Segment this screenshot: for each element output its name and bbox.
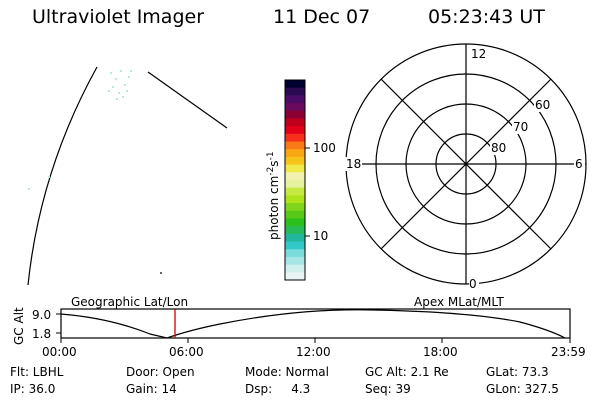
color-bar-segment (285, 226, 305, 235)
color-bar-segment (285, 103, 305, 112)
colorbar-tick-10: 10 (313, 229, 328, 243)
filter-readout: Flt: LBHL (10, 365, 64, 379)
label-bg-70 (512, 120, 530, 134)
color-bar-segment (285, 87, 305, 96)
color-bar-segment (285, 80, 305, 89)
label-bg-6 (574, 157, 585, 171)
color-bar-segment (285, 164, 305, 173)
speck-dot (160, 272, 162, 274)
colorbar-unit-label: photon cm-2s-1 (266, 151, 281, 240)
time-tick-0000: 00:00 (42, 345, 77, 359)
time-ticks (60, 338, 571, 343)
color-bar-segment (285, 118, 305, 127)
color-bar-segment (285, 149, 305, 158)
image-boundary-left (27, 66, 98, 286)
aurora-speckles (28, 70, 132, 190)
gc-alt-axis-label: GC Alt (12, 307, 26, 345)
polar-diagonal-2 (380, 78, 552, 250)
ip-readout: IP: 36.0 (10, 382, 56, 396)
colorbar-tick-100: 100 (313, 141, 336, 155)
color-bar-segment (285, 172, 305, 181)
unit-base: photon cm (267, 176, 281, 240)
color-bar-segment (285, 264, 305, 273)
color-bar-segment (285, 110, 305, 120)
time-tick-1800: 18:00 (423, 345, 458, 359)
image-boundary-right (147, 71, 228, 129)
unit-exp2: -1 (266, 151, 276, 160)
gain-readout: Gain: 14 (126, 382, 177, 396)
color-bar-scale (285, 80, 305, 281)
color-bar-segment (285, 249, 305, 258)
label-bg-60 (534, 98, 552, 112)
gc-alt-top-value: 9.0 (32, 308, 51, 322)
polar-lat-70: 70 (513, 120, 528, 134)
time-tick-2359: 23:59 (551, 345, 586, 359)
polar-hour-12: 12 (471, 47, 486, 61)
polar-hour-0: 0 (469, 277, 477, 291)
apex-caption: Apex MLat/MLT (414, 295, 504, 309)
time-tick-1200: 12:00 (296, 345, 331, 359)
unit-mid: s (267, 160, 281, 166)
color-bar-segment (285, 241, 305, 250)
door-readout: Door: Open (126, 365, 195, 379)
color-bar-segment (285, 195, 305, 204)
time-label: 05:23:43 UT (428, 6, 545, 28)
time-tick-0600: 06:00 (169, 345, 204, 359)
altitude-curve (60, 309, 566, 339)
glat-readout: GLat: 73.3 (486, 365, 549, 379)
glon-readout: GLon: 327.5 (486, 382, 559, 396)
color-bar-segment (285, 256, 305, 266)
gc-alt-bottom-value: 1.8 (32, 327, 51, 341)
color-bar-segment (285, 180, 305, 189)
color-bar-segment (285, 218, 305, 227)
color-bar-segment (285, 133, 305, 143)
color-bar-frame (284, 79, 306, 281)
polar-hour-6: 6 (575, 157, 583, 171)
color-bar-segment (285, 95, 305, 104)
label-bg-12 (470, 47, 486, 61)
color-bar-segment (285, 203, 305, 212)
color-bar-segment (285, 126, 305, 135)
color-bar-segment (285, 272, 305, 281)
gc-alt-readout: GC Alt: 2.1 Re (365, 365, 449, 379)
label-bg-18 (345, 157, 362, 171)
instrument-title: Ultraviolet Imager (32, 6, 205, 28)
polar-lat-80: 80 (491, 141, 506, 155)
label-bg-80 (490, 141, 508, 155)
color-bar-segment (285, 141, 305, 150)
label-bg-0 (469, 277, 479, 290)
unit-exp1: -2 (266, 167, 276, 176)
date-label: 11 Dec 07 (273, 6, 371, 28)
polar-hour-18: 18 (346, 157, 361, 171)
timeline-frame (60, 308, 571, 339)
mode-readout: Mode: Normal (245, 365, 329, 379)
seq-readout: Seq: 39 (365, 382, 411, 396)
color-bar-segment (285, 187, 305, 196)
dsp-readout: Dsp: 4.3 (245, 382, 311, 396)
color-bar-segment (285, 233, 305, 243)
geographic-caption: Geographic Lat/Lon (71, 295, 188, 309)
color-bar-segment (285, 210, 305, 220)
color-bar-segment (285, 156, 305, 166)
polar-lat-60: 60 (535, 98, 550, 112)
